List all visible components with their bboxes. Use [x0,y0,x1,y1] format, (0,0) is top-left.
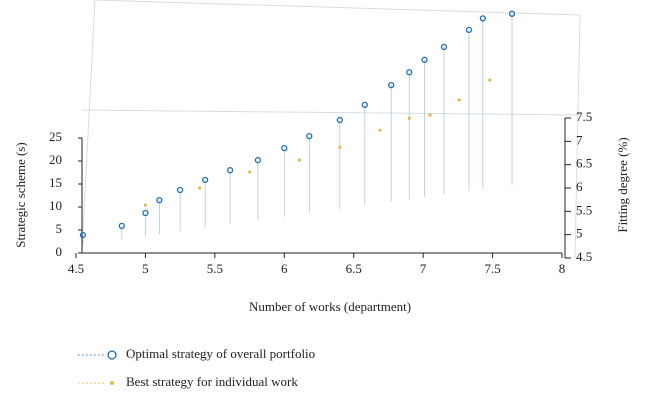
point [465,26,473,34]
point [247,170,252,174]
y2-tick-label: 5.5 [576,202,592,217]
y-tick-label: 5 [56,221,63,236]
x-tick-label: 8 [559,261,566,276]
point [118,222,125,230]
point [281,144,288,152]
legend-marker [110,381,114,385]
point [306,133,313,140]
x-tick-label: 5 [142,261,149,276]
y-tick-label: 10 [49,198,62,213]
point [428,113,432,117]
x-tick-label: 4.5 [68,261,84,276]
point [457,98,461,102]
point [336,116,343,124]
x-tick-label: 5.5 [207,261,223,276]
point [508,10,516,17]
legend-marker [107,350,117,360]
y2-tick-label: 7 [576,132,583,147]
y2-tick-label: 6 [576,179,583,194]
legend-label: Best strategy for individual work [126,374,298,389]
point [378,128,382,132]
point [176,186,184,194]
point [479,15,487,22]
box-frame [81,0,581,259]
point [421,56,428,63]
point [440,43,448,51]
point [143,203,148,207]
x-tick-label: 7.5 [484,261,500,276]
y-tick-label: 25 [49,129,62,144]
y-tick-label: 0 [56,244,63,259]
point [488,78,492,82]
y-tick-label: 20 [49,152,62,167]
point [407,116,411,120]
y2-axis-label: Fitting degree (%) [615,137,630,232]
point [254,156,262,164]
legend-label: Optimal strategy of overall portfolio [126,346,315,361]
y-tick-label: 15 [49,175,62,190]
x-tick-label: 7 [420,261,427,276]
y2-tick-label: 4.5 [576,249,592,264]
point [361,101,368,109]
x-tick-label: 6.5 [346,261,362,276]
point [226,167,234,174]
point [156,196,163,204]
x-axis-label: Number of works (department) [249,299,411,314]
point [297,158,302,162]
point [197,186,202,190]
y2-tick-label: 6.5 [576,156,592,171]
point [406,69,413,76]
point [201,176,209,184]
point [338,145,342,149]
y-axis-label: Strategic scheme (s) [13,142,28,247]
box-frame [81,109,581,116]
point [388,81,395,89]
y2-tick-label: 7.5 [576,109,592,124]
point [142,209,149,217]
x-tick-label: 6 [281,261,288,276]
y2-tick-label: 5 [576,226,583,241]
point [79,231,87,239]
